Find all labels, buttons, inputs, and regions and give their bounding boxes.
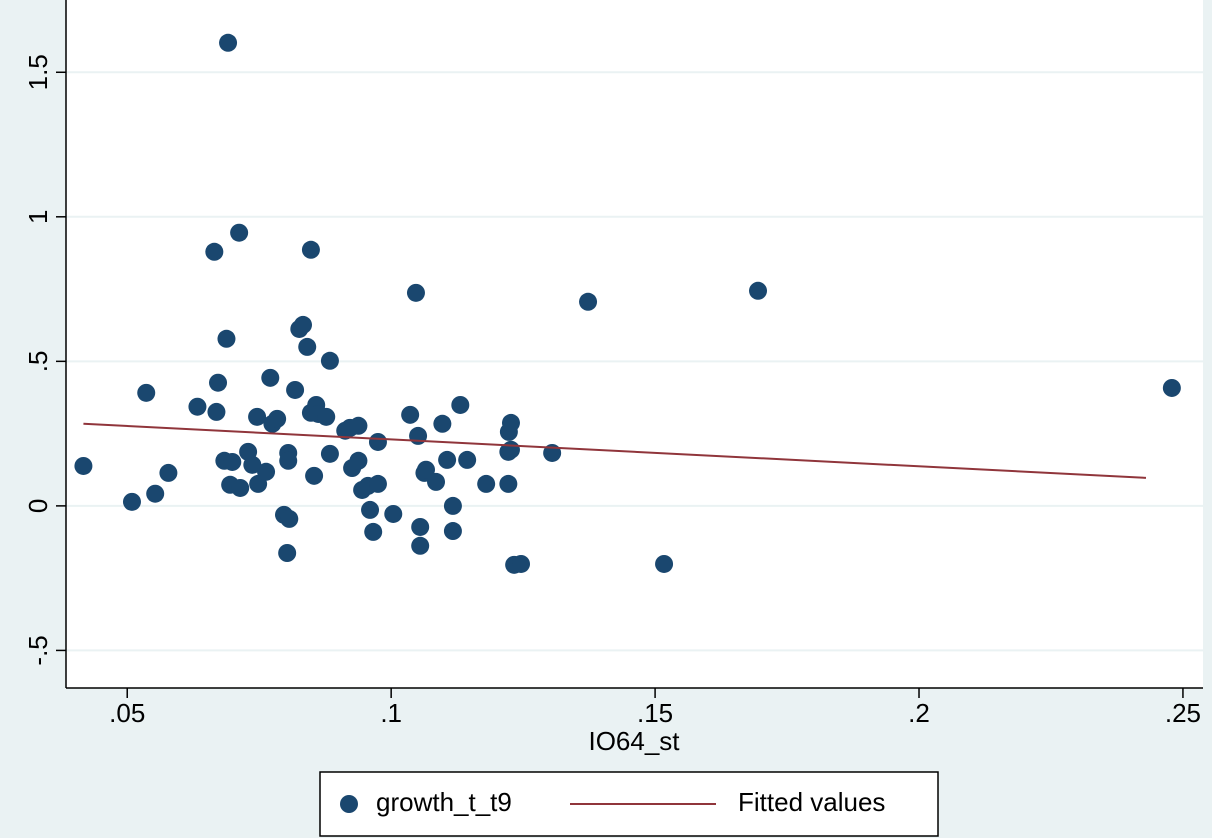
point bbox=[294, 315, 313, 334]
x-tick-label: .05 bbox=[109, 698, 145, 728]
point bbox=[501, 413, 520, 432]
point bbox=[368, 474, 387, 493]
x-tick-label: .25 bbox=[1165, 698, 1201, 728]
point bbox=[137, 383, 156, 402]
point bbox=[361, 500, 380, 519]
y-tick-label: 1 bbox=[23, 210, 53, 224]
point bbox=[320, 351, 339, 370]
point bbox=[243, 455, 262, 474]
point bbox=[749, 281, 768, 300]
point bbox=[499, 474, 518, 493]
point bbox=[427, 472, 446, 491]
point bbox=[217, 329, 236, 348]
y-tick-label: .5 bbox=[23, 351, 53, 373]
point bbox=[438, 450, 457, 469]
point bbox=[368, 432, 387, 451]
point bbox=[298, 337, 317, 356]
x-tick-label: .15 bbox=[637, 698, 673, 728]
point bbox=[261, 368, 280, 387]
point bbox=[579, 292, 598, 311]
legend-marker bbox=[340, 795, 358, 813]
point bbox=[655, 554, 674, 573]
point bbox=[146, 484, 165, 503]
point bbox=[209, 373, 228, 392]
y-tick-label: 0 bbox=[23, 499, 53, 513]
point bbox=[411, 536, 430, 555]
point bbox=[248, 407, 267, 426]
point bbox=[207, 402, 226, 421]
point bbox=[406, 283, 425, 302]
point bbox=[278, 544, 297, 563]
point bbox=[401, 405, 420, 424]
x-axis-label: IO64_st bbox=[588, 726, 680, 756]
point bbox=[349, 451, 368, 470]
point bbox=[1162, 378, 1181, 397]
x-tick-label: .2 bbox=[908, 698, 930, 728]
point bbox=[364, 522, 383, 541]
point bbox=[74, 456, 93, 475]
point bbox=[305, 466, 324, 485]
point bbox=[188, 397, 207, 416]
point bbox=[477, 474, 496, 493]
point bbox=[268, 409, 287, 428]
point bbox=[416, 460, 435, 479]
point bbox=[501, 440, 520, 459]
plot-area bbox=[66, 0, 1203, 688]
point bbox=[317, 407, 336, 426]
point bbox=[231, 478, 250, 497]
y-tick-label: -.5 bbox=[23, 635, 53, 665]
point bbox=[301, 240, 320, 259]
point bbox=[223, 452, 242, 471]
point bbox=[458, 450, 477, 469]
fit-line bbox=[83, 422, 1147, 479]
point bbox=[122, 492, 141, 511]
point bbox=[205, 242, 224, 261]
point bbox=[280, 509, 299, 528]
legend-label: Fitted values bbox=[738, 787, 885, 817]
point bbox=[512, 554, 531, 573]
point bbox=[219, 33, 238, 52]
x-tick-label: .1 bbox=[380, 698, 402, 728]
point bbox=[409, 426, 428, 445]
point bbox=[279, 451, 298, 470]
point bbox=[286, 380, 305, 399]
y-tick-label: 1.5 bbox=[23, 54, 53, 90]
point bbox=[320, 444, 339, 463]
point bbox=[443, 496, 462, 515]
point bbox=[349, 416, 368, 435]
legend-label: growth_t_t9 bbox=[376, 787, 512, 817]
point bbox=[451, 395, 470, 414]
point bbox=[443, 522, 462, 541]
point bbox=[159, 463, 178, 482]
point bbox=[384, 504, 403, 523]
point bbox=[411, 517, 430, 536]
point bbox=[433, 414, 452, 433]
point bbox=[257, 462, 276, 481]
point bbox=[230, 223, 249, 242]
